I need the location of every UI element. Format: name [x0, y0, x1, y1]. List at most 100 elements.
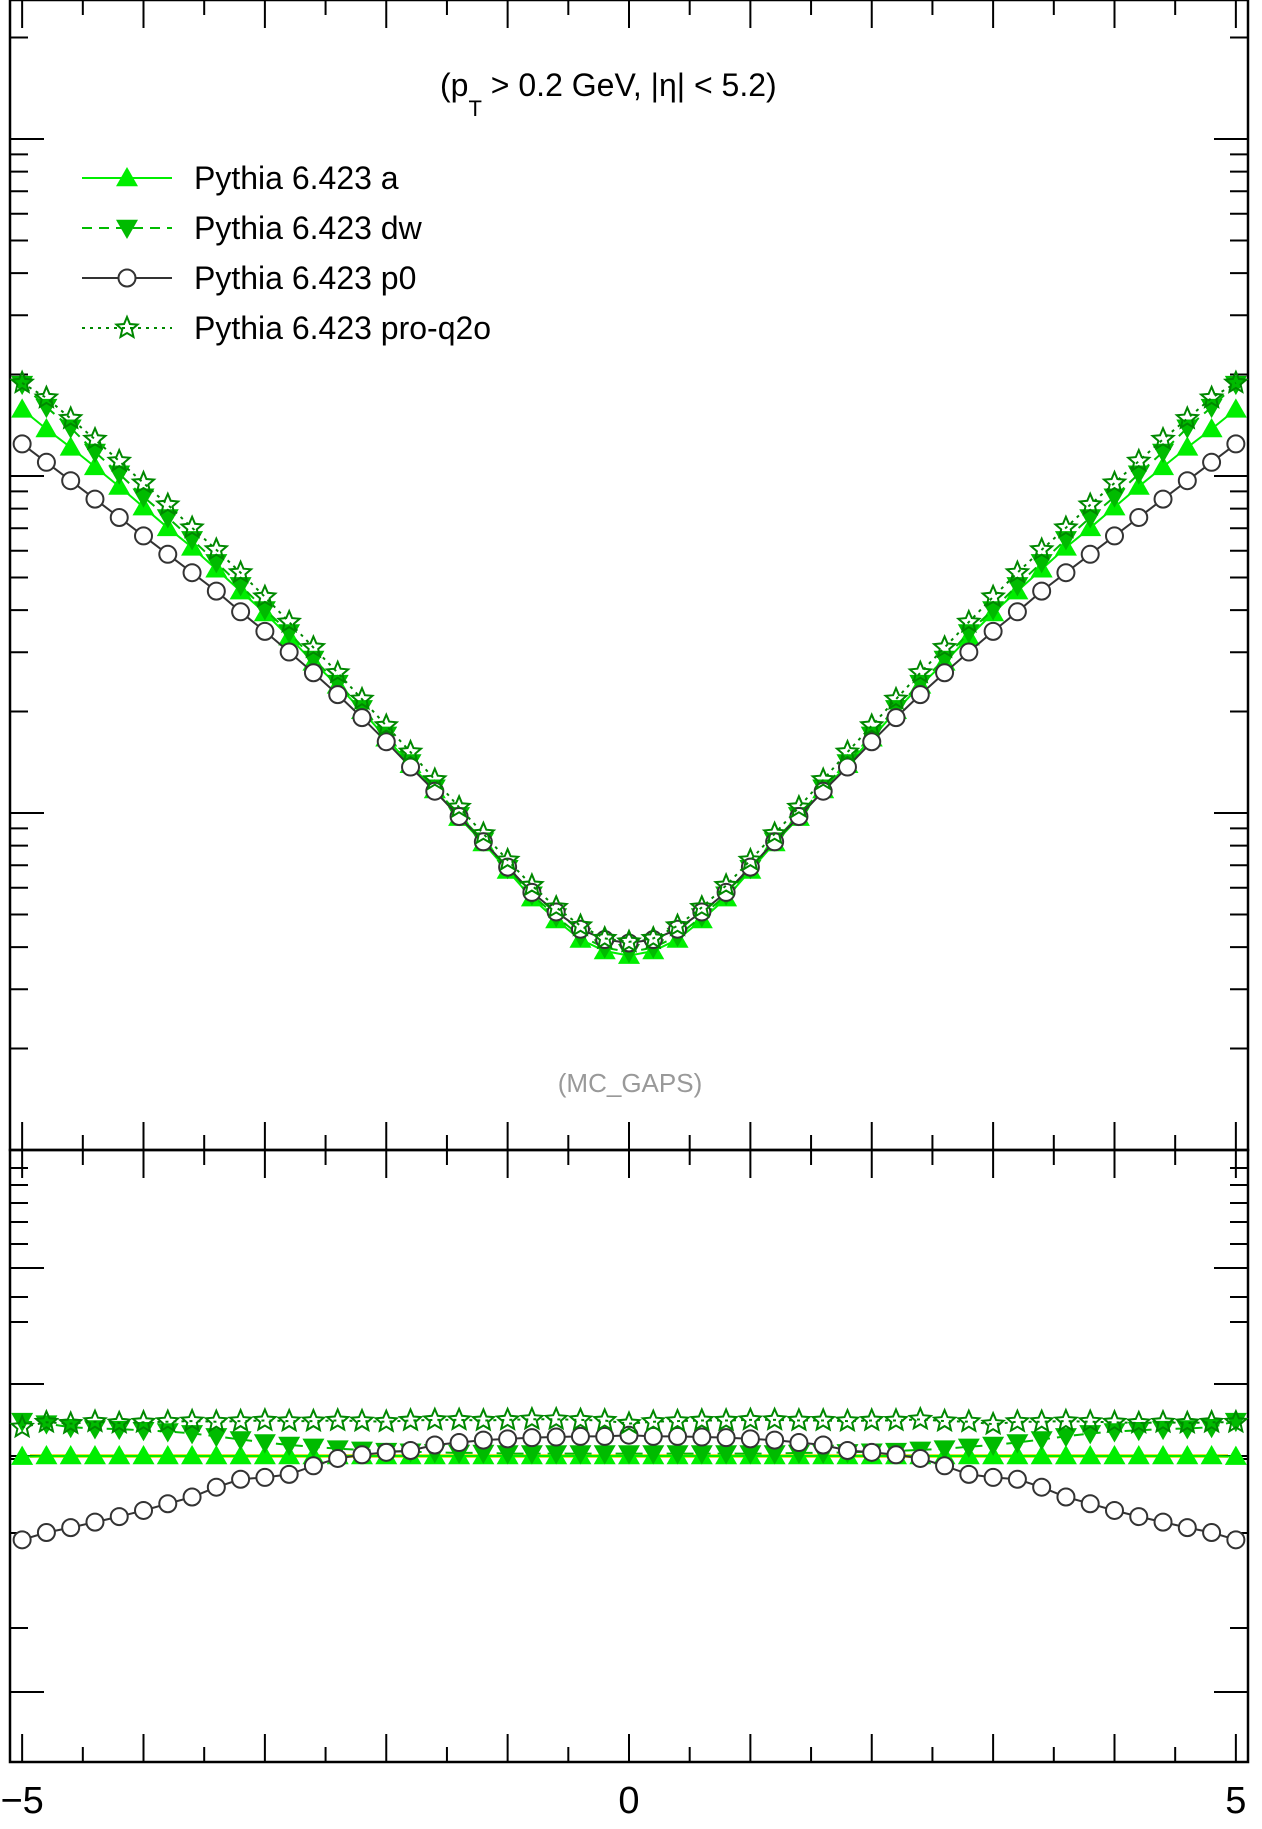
ratio-point-p0 [231, 1469, 251, 1489]
ratio-series-layer [9, 1405, 1249, 1550]
main-point-pro_q2o [276, 608, 303, 634]
ratio-panel: −5 0 5 [0, 1148, 1250, 1822]
main-point-pro_q2o [591, 924, 618, 950]
main-point-pro_q2o [494, 846, 521, 872]
main-point-p0 [1080, 544, 1100, 564]
ratio-point-p0 [61, 1518, 81, 1538]
main-point-p0 [61, 471, 81, 491]
ratio-point-p0 [935, 1456, 955, 1476]
ratio-point-p0 [886, 1445, 906, 1465]
ratio-point-pro_q2o [1077, 1408, 1104, 1433]
ratio-point-dw [11, 1412, 34, 1433]
main-point-p0 [959, 642, 979, 662]
ratio-point-dw [278, 1436, 301, 1456]
ratio-point-pro_q2o [1198, 1408, 1225, 1434]
ratio-point-pro_q2o [300, 1407, 327, 1433]
main-line-pro_q2o [21, 382, 1237, 943]
ratio-point-a [1079, 1445, 1102, 1465]
main-point-p0 [1226, 434, 1246, 454]
legend-label-a: Pythia 6.423 a [194, 160, 399, 196]
ratio-point-p0 [36, 1523, 56, 1542]
main-series-dw [11, 375, 1247, 964]
main-point-pro_q2o [9, 369, 36, 394]
x-tick-labels: −5 0 5 [0, 1780, 1246, 1822]
main-point-pro_q2o [761, 820, 788, 845]
main-series-pro_q2o [9, 369, 1249, 953]
main-point-pro_q2o [446, 793, 472, 819]
ratio-point-pro_q2o [421, 1406, 448, 1431]
ratio-point-pro_q2o [227, 1407, 254, 1433]
main-point-pro_q2o [931, 633, 958, 659]
ratio-point-p0 [570, 1426, 590, 1446]
ratio-point-a [1200, 1445, 1223, 1465]
main-point-pro_q2o [373, 712, 400, 737]
main-point-pro_q2o [251, 583, 278, 608]
ratio-point-a [181, 1445, 204, 1465]
ratio-point-dw [739, 1445, 762, 1465]
main-point-p0 [12, 434, 32, 454]
main-point-dw [132, 488, 155, 508]
main-point-pro_q2o [1222, 369, 1249, 394]
legend-label-dw: Pythia 6.423 dw [194, 210, 423, 246]
ratio-point-pro_q2o [713, 1406, 740, 1432]
ratio-point-pro_q2o [567, 1406, 594, 1431]
ratio-point-dw [1006, 1434, 1029, 1454]
ratio-point-pro_q2o [179, 1407, 205, 1433]
main-point-pro_q2o [1004, 559, 1031, 584]
ratio-point-pro_q2o [1150, 1408, 1176, 1434]
ratio-point-pro_q2o [640, 1408, 667, 1433]
main-point-pro_q2o [1077, 491, 1104, 516]
main-point-pro_q2o [203, 536, 230, 561]
main-point-a [1127, 475, 1150, 495]
ratio-point-dw [545, 1445, 568, 1465]
ratio-point-p0 [328, 1448, 348, 1468]
main-point-pro_q2o [810, 766, 837, 791]
ratio-point-pro_q2o [1101, 1408, 1128, 1434]
ratio-point-dw [1030, 1431, 1053, 1451]
x-tick-label: 5 [1225, 1780, 1246, 1822]
ratio-point-pro_q2o [373, 1408, 400, 1433]
ratio-point-p0 [765, 1430, 785, 1450]
main-point-p0 [1032, 581, 1052, 601]
ratio-point-p0 [1226, 1530, 1246, 1550]
ratio-point-pro_q2o [82, 1408, 108, 1433]
ratio-point-p0 [1007, 1469, 1027, 1489]
ratio-point-p0 [376, 1442, 396, 1462]
ratio-point-p0 [498, 1429, 518, 1449]
ratio-point-p0 [134, 1500, 154, 1520]
main-point-pro_q2o [33, 384, 60, 409]
ratio-point-p0 [692, 1427, 712, 1447]
ratio-point-pro_q2o [324, 1406, 351, 1432]
ratio-point-pro_q2o [761, 1406, 788, 1431]
ratio-point-p0 [1153, 1512, 1173, 1532]
main-point-p0 [36, 452, 56, 472]
main-panel: (pT > 0.2 GeV, |η| < 5.2) (MC_GAPS) Pyth… [8, 0, 1250, 1152]
ratio-point-p0 [279, 1464, 299, 1484]
ratio-point-dw [642, 1445, 665, 1465]
ratio-point-p0 [910, 1448, 930, 1468]
ratio-point-dw [1152, 1420, 1175, 1441]
main-point-pro_q2o [883, 685, 909, 711]
main-point-pro_q2o [955, 608, 982, 634]
ratio-point-a [1127, 1445, 1150, 1465]
ratio-point-dw [302, 1438, 325, 1458]
ratio-point-p0 [1177, 1518, 1197, 1538]
ratio-point-dw [569, 1445, 592, 1465]
main-point-pro_q2o [567, 912, 594, 937]
ratio-point-a [205, 1445, 228, 1465]
main-point-p0 [279, 642, 299, 662]
ratio-point-pro_q2o [446, 1406, 472, 1431]
ratio-point-dw [520, 1445, 543, 1465]
ratio-point-p0 [522, 1428, 542, 1448]
ratio-point-p0 [352, 1445, 372, 1465]
ratio-point-dw [763, 1445, 786, 1465]
ratio-point-a [1152, 1445, 1175, 1465]
main-point-a [83, 455, 106, 476]
legend-marker-pro_q2o [114, 314, 140, 339]
ratio-point-p0 [643, 1426, 663, 1446]
ratio-point-pro_q2o [57, 1410, 84, 1435]
ratio-point-pro_q2o [883, 1406, 909, 1432]
main-point-pro_q2o [421, 766, 448, 791]
ratio-point-pro_q2o [397, 1406, 424, 1432]
ratio-point-p0 [716, 1428, 736, 1448]
